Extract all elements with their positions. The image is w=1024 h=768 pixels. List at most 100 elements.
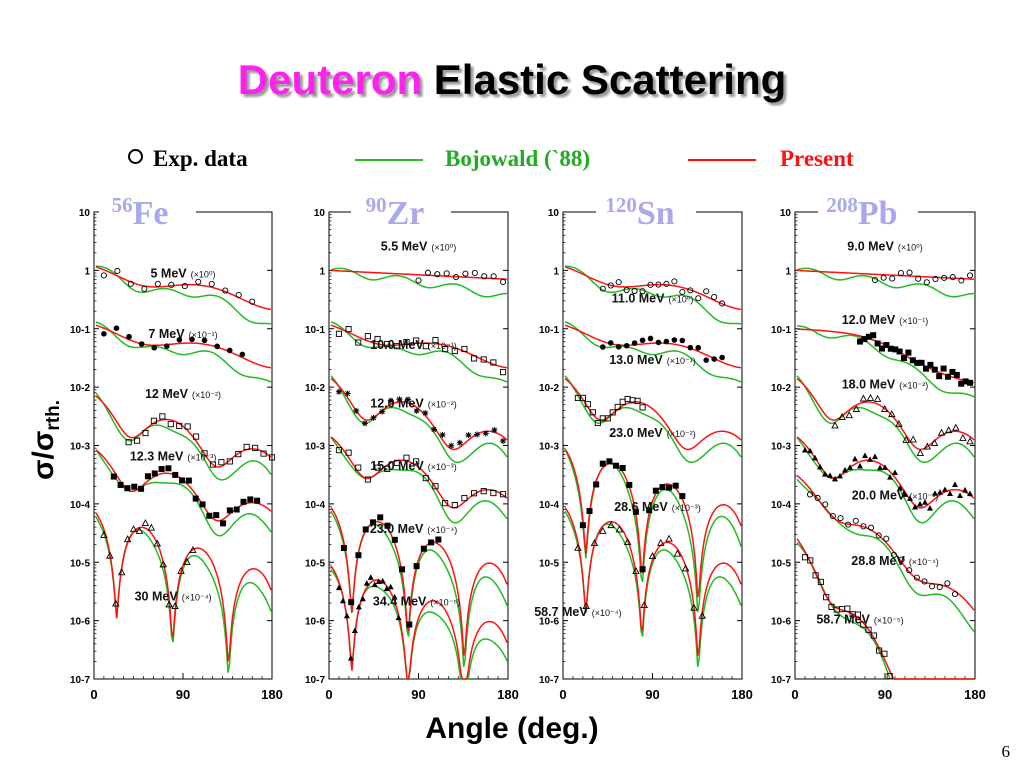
data-point	[663, 280, 670, 287]
y-tick-label: 10-5	[539, 558, 559, 569]
data-point	[623, 286, 630, 294]
energy-value: 58.7 MeV	[534, 605, 588, 619]
present-curve	[95, 512, 272, 662]
present-curve	[95, 324, 272, 369]
data-point	[131, 483, 138, 490]
data-point	[355, 464, 362, 471]
nucleus-symbol: Fe	[133, 195, 169, 232]
data-point	[949, 274, 956, 281]
x-tick-label: 0	[325, 687, 332, 702]
data-point	[647, 335, 654, 342]
data-point	[814, 494, 821, 502]
panel-sn: 120Sn 10 1 10-1 10-2 10-3 10-4 10-5 10-6 10-70 90 1…	[534, 192, 753, 702]
data-point	[655, 339, 662, 346]
energy-label: 12.0 MeV (×10⁻²)	[370, 396, 457, 410]
data-point	[917, 500, 923, 507]
data-point	[632, 566, 640, 574]
data-point	[854, 611, 861, 618]
data-point	[351, 627, 358, 633]
data-point	[144, 473, 151, 480]
data-point	[451, 502, 458, 509]
data-point	[396, 396, 403, 403]
energy-label: 5 MeV (×10⁰)	[150, 267, 215, 281]
data-point	[639, 337, 646, 344]
data-point	[852, 455, 858, 462]
nucleus-symbol: Pb	[858, 195, 898, 232]
x-tick-label: 90	[878, 687, 892, 702]
data-point	[857, 338, 863, 345]
data-point	[480, 356, 487, 363]
y-tick-label: 10	[548, 208, 560, 219]
data-point	[254, 497, 261, 504]
data-point	[877, 464, 883, 471]
data-point	[967, 490, 973, 497]
data-point	[923, 279, 930, 286]
data-point	[907, 495, 913, 501]
data-point	[113, 325, 120, 332]
data-point	[177, 566, 185, 574]
plot-frame	[794, 211, 976, 680]
data-point	[665, 534, 673, 542]
data-point	[614, 403, 621, 411]
data-point	[461, 345, 468, 353]
data-point	[647, 281, 654, 288]
data-point	[599, 460, 606, 467]
data-point	[609, 409, 616, 416]
data-point	[347, 655, 354, 661]
data-point	[640, 600, 648, 608]
data-point	[179, 477, 186, 484]
energy-scale: (×10⁻⁴)	[427, 525, 457, 535]
data-point	[905, 349, 912, 356]
data-point	[353, 407, 360, 414]
data-point	[439, 431, 446, 438]
energy-scale: (×10⁻⁵)	[874, 615, 904, 625]
data-point	[698, 611, 706, 619]
legend-exp-data: Exp. data	[128, 146, 248, 172]
present-curve	[330, 565, 508, 680]
energy-label: 12.0 MeV (×10⁻¹)	[842, 313, 929, 327]
data-point	[918, 359, 925, 366]
nucleus-mass: 208	[826, 193, 858, 217]
data-point	[862, 452, 868, 459]
data-point	[857, 462, 863, 469]
data-point	[690, 603, 698, 611]
x-tick-label: 0	[791, 687, 798, 702]
data-point	[599, 285, 606, 292]
energy-scale: (×10⁻⁴)	[909, 557, 939, 567]
energy-value: 12 MeV	[145, 387, 189, 401]
x-tick-label: 90	[176, 687, 190, 702]
y-axis-label-main: σ/σ	[27, 430, 60, 480]
data-point	[962, 378, 969, 385]
data-point	[822, 471, 828, 477]
data-point	[393, 459, 400, 466]
present-curve	[564, 324, 742, 369]
energy-scale: (×10⁻¹)	[667, 356, 696, 366]
y-tick-label: 10-1	[771, 325, 791, 336]
data-point	[822, 501, 829, 508]
data-point	[599, 526, 607, 534]
x-tick-label: 90	[645, 687, 659, 702]
data-point	[490, 359, 497, 366]
y-tick-label: 1	[553, 266, 559, 277]
data-point	[185, 477, 192, 484]
data-point	[214, 343, 220, 350]
data-point	[499, 278, 507, 285]
y-tick-label: 10-4	[539, 500, 559, 511]
data-point	[870, 332, 877, 339]
data-point	[490, 273, 497, 280]
data-point	[906, 567, 913, 574]
y-tick-label: 10-1	[70, 325, 90, 336]
x-tick-label: 180	[964, 687, 986, 702]
data-point	[631, 287, 638, 294]
data-point	[882, 464, 888, 470]
data-point	[870, 632, 877, 639]
data-point	[671, 278, 678, 285]
data-point	[883, 342, 890, 349]
x-tick-label: 180	[497, 687, 519, 702]
data-point	[687, 287, 694, 294]
energy-value: 30 MeV	[135, 590, 179, 604]
present-curve	[797, 269, 975, 280]
data-point	[861, 336, 868, 343]
energy-scale: (×10⁻³)	[909, 491, 938, 501]
data-point	[252, 444, 259, 451]
